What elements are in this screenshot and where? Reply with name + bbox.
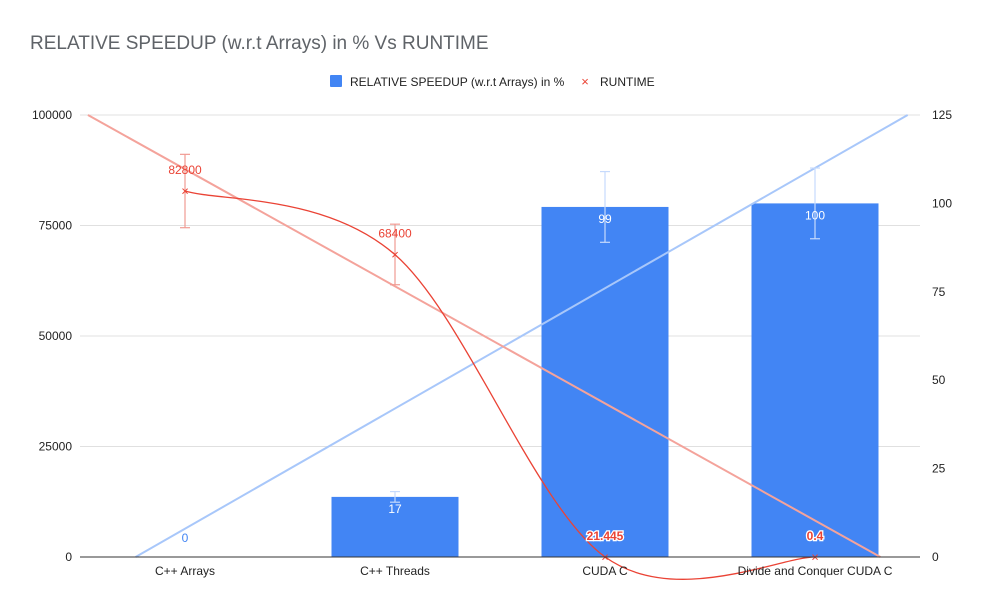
x-tick-label: C++ Arrays [155, 564, 215, 578]
bar [541, 206, 669, 557]
right-tick-label: 50 [932, 373, 946, 387]
x-tick-label: C++ Threads [360, 564, 430, 578]
right-tick-label: 75 [932, 285, 946, 299]
right-tick-label: 25 [932, 462, 946, 476]
right-tick-label: 125 [932, 108, 952, 122]
runtime-data-label: 21.445 [587, 529, 624, 543]
left-tick-label: 50000 [39, 329, 73, 343]
speedup-data-label: 17 [388, 502, 402, 516]
legend-swatch-speedup [330, 75, 342, 87]
left-tick-label: 75000 [39, 219, 73, 233]
runtime-point: × [391, 247, 399, 262]
x-tick-label: CUDA C [582, 564, 628, 578]
runtime-data-label: 68400 [378, 227, 412, 241]
left-axis: 0 25000 50000 75000 100000 [32, 108, 72, 564]
x-axis: C++ Arrays C++ Threads CUDA C Divide and Co… [80, 556, 920, 578]
runtime-data-label: 82800 [168, 163, 202, 177]
data-labels: 0 17 99 100 82800 68400 21.445 0.4 [168, 163, 825, 545]
x-tick-label: Divide and Conquer CUDA C [738, 564, 893, 578]
runtime-line [184, 190, 816, 580]
bar [331, 496, 459, 557]
speedup-trendline [135, 114, 909, 558]
runtime-series: ××× × [181, 184, 819, 580]
right-tick-label: 100 [932, 196, 952, 210]
runtime-trendline [87, 114, 881, 558]
legend-label-runtime: RUNTIME [600, 75, 655, 89]
left-tick-label: 25000 [39, 440, 73, 454]
legend-label-speedup: RELATIVE SPEEDUP (w.r.t Arrays) in % [350, 75, 565, 89]
bar [751, 203, 879, 557]
speedup-data-label: 100 [805, 208, 825, 222]
right-tick-label: 0 [932, 550, 939, 564]
right-axis: 0 25 50 75 100 125 [932, 108, 952, 564]
chart-title: RELATIVE SPEEDUP (w.r.t Arrays) in % Vs … [30, 33, 489, 54]
error-bars [180, 153, 820, 503]
legend[interactable]: RELATIVE SPEEDUP (w.r.t Arrays) in % × R… [330, 74, 655, 89]
runtime-data-label: 0.4 [807, 529, 824, 543]
speedup-data-label: 0 [182, 531, 189, 545]
bars [331, 203, 879, 557]
left-tick-label: 100000 [32, 108, 72, 122]
trendlines [87, 114, 909, 558]
speedup-data-label: 99 [598, 212, 612, 226]
runtime-point: × [181, 184, 189, 199]
legend-marker-runtime: × [581, 74, 589, 89]
left-tick-label: 0 [65, 550, 72, 564]
